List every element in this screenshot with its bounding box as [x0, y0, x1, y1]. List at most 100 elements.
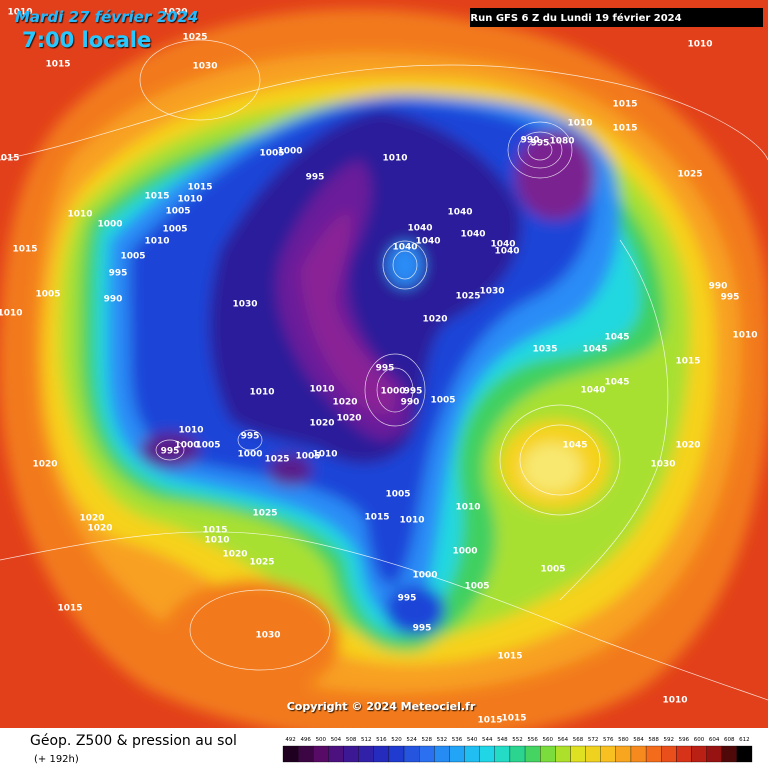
scale-swatch — [449, 745, 465, 763]
scale-label: 604 — [709, 737, 720, 743]
pressure-label: 1005 — [430, 396, 455, 406]
scale-label: 548 — [497, 737, 508, 743]
color-bands — [0, 8, 768, 728]
scale-swatch — [434, 745, 450, 763]
scale-label: 576 — [603, 737, 614, 743]
pressure-label: 1045 — [562, 441, 587, 451]
scale-swatch — [555, 745, 571, 763]
pressure-label: 1020 — [422, 315, 447, 325]
pressure-label: 1015 — [0, 154, 20, 164]
pressure-label: 1020 — [309, 419, 334, 429]
pressure-label: 1005 — [295, 452, 320, 462]
pressure-label: 1020 — [222, 550, 247, 560]
pressure-label: 990 — [521, 136, 540, 146]
legend-title: Géop. Z500 & pression au sol — [30, 733, 237, 749]
scale-swatch — [691, 745, 707, 763]
isobars — [0, 39, 768, 701]
scale-label: 512 — [361, 737, 372, 743]
pressure-label: 1015 — [12, 245, 37, 255]
scale-label: 588 — [648, 737, 659, 743]
pressure-label: 1045 — [604, 333, 629, 343]
scale-swatch — [509, 745, 526, 763]
scale-swatch — [706, 745, 722, 763]
pressure-label: 1015 — [497, 652, 522, 662]
pressure-label: 1015 — [202, 526, 227, 536]
pressure-label: 1010 — [399, 516, 424, 526]
scale-label: 596 — [679, 737, 690, 743]
pressure-label: 1005 — [162, 225, 187, 235]
pressure-label: 1000 — [380, 387, 405, 397]
pressure-label: 1015 — [501, 714, 526, 724]
scale-swatch — [419, 745, 435, 763]
scale-label: 600 — [694, 737, 705, 743]
color-scale: 492 496 500 504 508 512 516 520 524 528 532 536 540 5… — [282, 737, 753, 763]
pressure-label: 1045 — [604, 378, 629, 388]
scale-swatch — [313, 745, 329, 763]
scale-swatch — [615, 745, 632, 763]
pressure-label: 1005 — [259, 149, 284, 159]
pressure-label: 1000 — [97, 220, 122, 230]
pressure-label: 1025 — [264, 455, 289, 465]
pressure-label: 1000 — [174, 441, 199, 451]
scale-label: 584 — [633, 737, 644, 743]
scale-swatch — [297, 745, 314, 763]
pressure-label: 1025 — [182, 33, 207, 43]
pressure-label: 995 — [376, 364, 395, 374]
scale-swatch — [540, 745, 556, 763]
pressure-label: 1015 — [144, 192, 169, 202]
scale-label: 520 — [391, 737, 402, 743]
run-box — [470, 8, 763, 27]
pressure-label: 995 — [531, 139, 550, 149]
pressure-label: 1010 — [455, 503, 480, 513]
scale-label: 496 — [300, 737, 311, 743]
pressure-label: 1040 — [407, 224, 432, 234]
pressure-label: 1010 — [309, 385, 334, 395]
pressure-label: 1015 — [612, 100, 637, 110]
pressure-label: 995 — [413, 624, 432, 634]
pressure-label: 1015 — [612, 124, 637, 134]
scale-swatch — [479, 745, 495, 763]
pressure-label: 995 — [109, 269, 128, 279]
scale-swatch — [661, 745, 677, 763]
pressure-label: 1025 — [677, 170, 702, 180]
scale-swatch — [403, 745, 420, 763]
pressure-label: 1010 — [312, 450, 337, 460]
pressure-label: 1005 — [464, 582, 489, 592]
scale-label: 552 — [512, 737, 523, 743]
pressure-label: 1020 — [162, 8, 187, 18]
scale-label: 580 — [618, 737, 629, 743]
pressure-label: 1020 — [32, 460, 57, 470]
pressure-label: 1015 — [45, 60, 70, 70]
scale-label: 524 — [406, 737, 417, 743]
scale-label: 500 — [316, 737, 327, 743]
pressure-label: 1040 — [494, 247, 519, 257]
scale-label: 532 — [437, 737, 448, 743]
forecast-time: 7:00 locale — [22, 28, 151, 52]
pressure-label: 1035 — [532, 345, 557, 355]
scale-swatch — [464, 745, 480, 763]
scale-label: 568 — [573, 737, 584, 743]
pressure-label: 1025 — [252, 509, 277, 519]
pressure-label: 995 — [398, 594, 417, 604]
pressure-label: 1020 — [79, 514, 104, 524]
scale-label: 560 — [543, 737, 554, 743]
scale-swatch — [570, 745, 586, 763]
pressure-label: 1010 — [249, 388, 274, 398]
pressure-label: 1010 — [382, 154, 407, 164]
pressure-label: 995 — [404, 387, 423, 397]
scale-label: 556 — [527, 737, 538, 743]
pressure-label: 1025 — [249, 558, 274, 568]
scale-label: 508 — [346, 737, 357, 743]
run-info: Run GFS 6 Z du Lundi 19 février 2024 — [470, 12, 681, 24]
forecast-date: Mardi 27 février 2024 — [15, 8, 198, 26]
pressure-label: 1045 — [582, 345, 607, 355]
pressure-label: 1005 — [540, 565, 565, 575]
pressure-label: 1010 — [177, 195, 202, 205]
pressure-label: 1015 — [364, 513, 389, 523]
pressure-label: 1040 — [415, 237, 440, 247]
pressure-label: 1010 — [204, 536, 229, 546]
scale-swatch — [388, 745, 405, 763]
pressure-label: 1010 — [178, 426, 203, 436]
pressure-label: 1020 — [675, 441, 700, 451]
